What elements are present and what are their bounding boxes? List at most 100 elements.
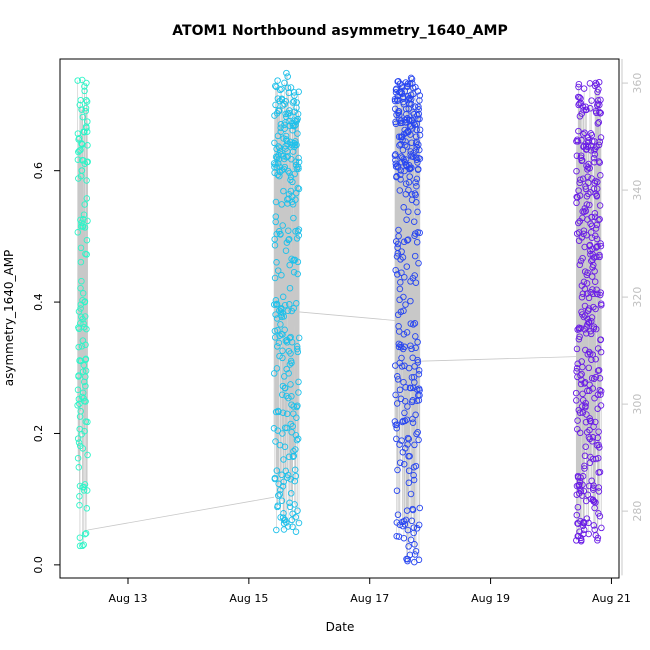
data-point [590, 290, 597, 298]
data-point [82, 398, 89, 405]
series-line [394, 77, 421, 563]
data-point [575, 219, 582, 227]
data-point [278, 85, 285, 93]
data-point [595, 216, 602, 224]
data-point [294, 270, 301, 278]
data-point [598, 524, 605, 532]
data-point [83, 251, 90, 258]
data-point [81, 87, 88, 95]
data-point [273, 526, 280, 534]
data-point [281, 79, 288, 87]
data-point [411, 363, 418, 370]
data-point [281, 384, 289, 392]
data-point [580, 230, 587, 238]
data-point [595, 441, 602, 449]
data-point [408, 139, 415, 146]
data-point [291, 501, 298, 508]
data-point [405, 479, 413, 487]
data-point [272, 101, 279, 109]
data-point [412, 547, 420, 555]
data-point [397, 140, 404, 148]
data-point [585, 482, 593, 490]
data-point [284, 73, 291, 80]
data-point [414, 208, 421, 216]
data-point [293, 141, 300, 149]
data-point [584, 173, 591, 181]
data-point [592, 373, 600, 381]
data-point [400, 460, 408, 468]
data-point [295, 378, 302, 386]
data-point [408, 345, 415, 353]
data-point [294, 345, 301, 353]
data-point [579, 409, 587, 416]
data-point [415, 367, 423, 374]
data-point [573, 511, 581, 519]
data-point [412, 333, 419, 340]
data-point [275, 408, 282, 416]
data-point [277, 128, 285, 136]
data-point [83, 487, 91, 494]
data-point [77, 244, 85, 252]
y-right-tick-label: 280 [631, 501, 644, 522]
data-point [283, 519, 290, 526]
data-point [583, 280, 591, 287]
data-point [401, 521, 409, 528]
data-point [405, 208, 412, 215]
data-point [77, 258, 85, 266]
data-point [407, 536, 415, 544]
data-point [291, 477, 299, 485]
data-point [593, 193, 601, 200]
data-point [586, 201, 593, 209]
data-point [281, 443, 289, 451]
data-point [412, 147, 420, 154]
data-point [275, 107, 283, 115]
data-point [81, 313, 89, 320]
data-point [77, 305, 84, 312]
data-point [287, 176, 294, 184]
data-point [295, 185, 303, 193]
data-point [271, 474, 279, 482]
data-point [589, 138, 596, 145]
data-point [587, 147, 595, 154]
data-point [394, 466, 401, 474]
data-point [287, 112, 294, 120]
data-point [407, 297, 414, 305]
data-point [595, 158, 603, 165]
y-tick-label: 0.0 [32, 556, 45, 574]
data-point [276, 172, 283, 180]
data-point [593, 109, 600, 117]
data-point [592, 418, 599, 426]
data-point [283, 137, 290, 145]
data-point [289, 99, 297, 106]
data-point [411, 541, 418, 548]
data-point [273, 259, 280, 266]
data-point [393, 173, 400, 180]
data-point [409, 397, 416, 404]
data-point [576, 333, 583, 340]
data-point [412, 462, 420, 470]
data-point [77, 408, 84, 415]
data-point [584, 491, 592, 499]
data-point [290, 89, 298, 96]
data-point [400, 534, 408, 542]
data-point [288, 393, 295, 400]
data-point [408, 75, 416, 83]
data-point [277, 231, 284, 238]
data-point [415, 521, 423, 529]
data-point [590, 261, 597, 269]
data-point [275, 339, 283, 347]
data-point [279, 293, 287, 301]
data-point [413, 525, 421, 532]
data-point [597, 391, 604, 398]
data-point [396, 187, 404, 194]
data-point [81, 530, 89, 538]
data-point [399, 154, 406, 161]
data-point [597, 291, 604, 299]
data-point [405, 435, 412, 443]
data-point [276, 86, 284, 94]
connecting-lines [77, 73, 602, 563]
data-point [596, 386, 604, 394]
data-point [597, 336, 605, 343]
data-point [578, 370, 585, 378]
data-point [276, 148, 284, 155]
